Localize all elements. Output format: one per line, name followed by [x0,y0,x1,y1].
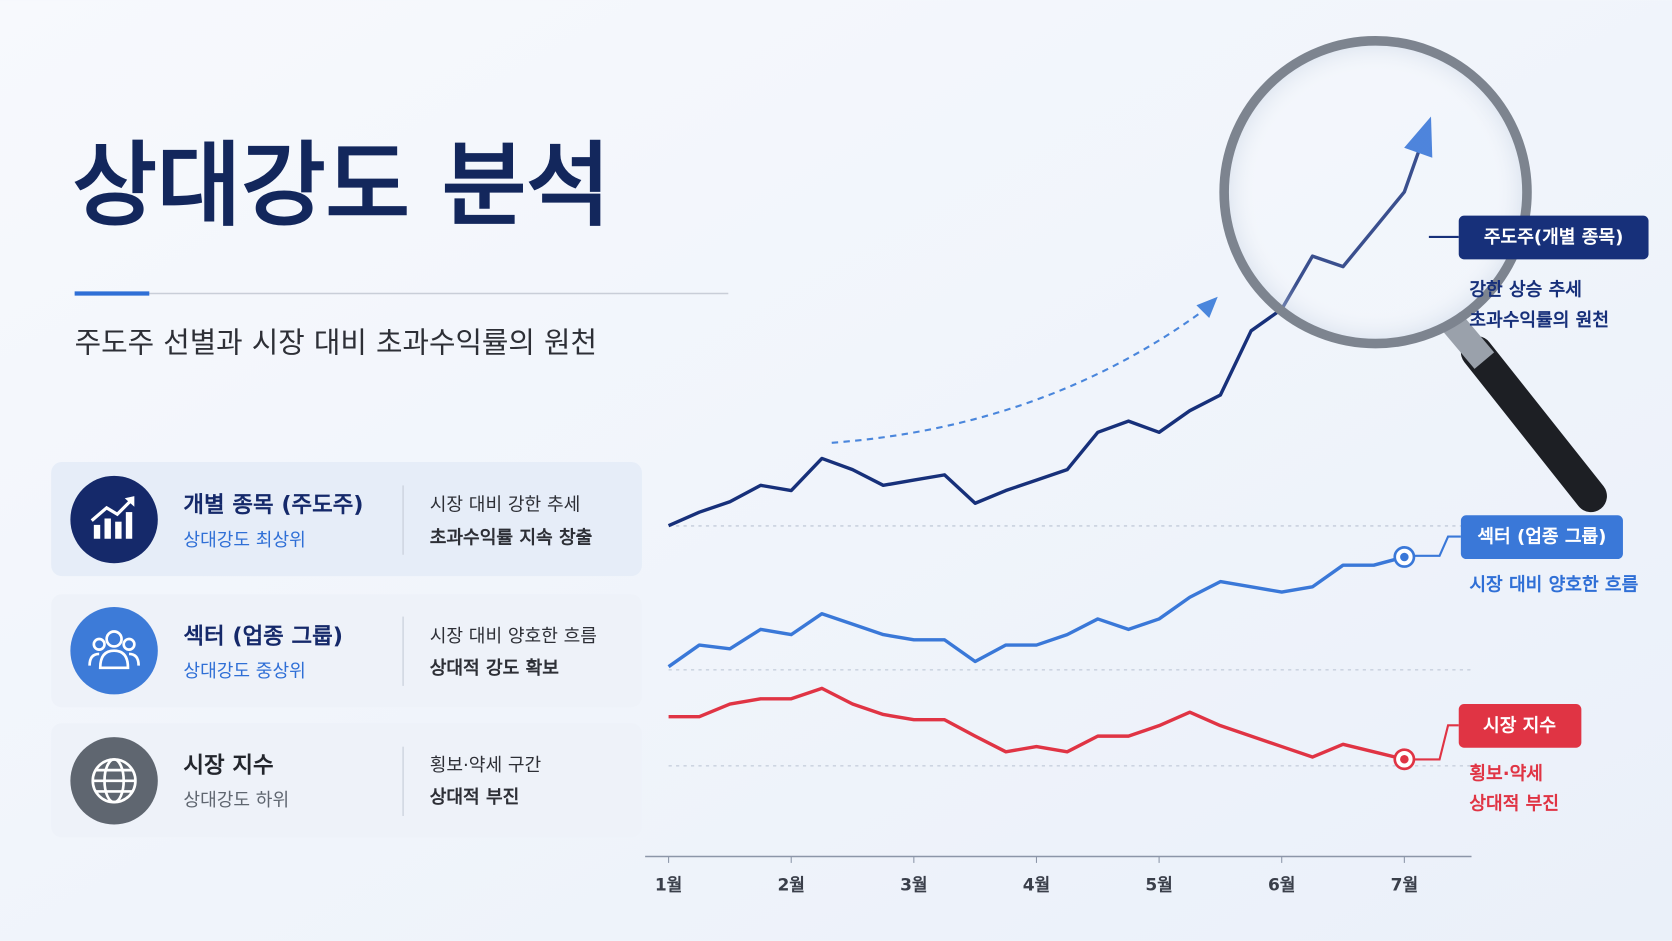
x-tick-label: 6월 [1268,875,1296,895]
card-desc: 상대적 부진 [430,787,520,808]
end-marker-dot [1400,552,1409,562]
magnifier-neck [1440,311,1495,369]
callout-desc: 상대적 부진 [1469,793,1559,814]
card-desc: 초과수익률 지속 창출 [430,528,593,549]
card: 섹터 (업종 그룹) 상대강도 중상위 시장 대비 양호한 흐름 상대적 강도 … [51,594,642,708]
title: 상대강도 분석 [73,132,611,239]
callout-label: 시장 지수 [1483,715,1556,736]
globe-icon [91,758,137,804]
card-title: 시장 지수 [183,752,273,778]
card-bg [51,461,642,577]
end-marker-dot [1400,754,1409,764]
card-title: 섹터 (업종 그룹) [183,623,343,649]
callout-box [1458,215,1649,260]
card-subtitle: 상대강도 중상위 [183,661,305,682]
callout-desc: 초과수익률의 원천 [1469,310,1609,331]
callout-box [1458,704,1582,748]
card-desc: 상대적 강도 확보 [430,658,560,679]
callout-label: 섹터 (업종 그룹) [1477,526,1606,548]
card: 시장 지수 상대강도 하위 횡보·약세 구간 상대적 부진 [51,723,642,838]
card-bg [51,594,642,708]
series-line [667,555,1405,669]
chart-icon [90,496,135,539]
people-icon [88,630,140,670]
card-bg [51,723,642,838]
x-tick-label: 2월 [777,875,805,895]
card-subtitle: 상대강도 최상위 [183,530,305,551]
trend-arrowhead [1196,296,1218,319]
card-desc: 횡보·약세 구간 [430,755,542,776]
x-tick-label: 4월 [1023,875,1051,895]
callout-box [1460,515,1623,560]
trend-arrow [831,308,1206,444]
callout-label: 주도주(개별 종목) [1484,227,1623,248]
callout-connector [1413,724,1459,761]
callout-desc: 강한 상승 추세 [1469,279,1582,300]
card-desc: 시장 대비 강한 추세 [430,495,581,516]
card-subtitle: 상대강도 하위 [183,790,289,811]
card: 개별 종목 (주도주) 상대강도 최상위 시장 대비 강한 추세 초과수익률 지… [51,461,642,577]
card-title: 개별 종목 (주도주) [183,492,363,518]
magnifier [1219,35,1607,513]
callout-connector [1413,535,1461,557]
x-tick-label: 5월 [1145,875,1173,895]
x-tick-label: 3월 [900,875,928,895]
series-line [668,686,1405,761]
x-tick-label: 7월 [1391,875,1419,895]
subtitle: 주도주 선별과 시장 대비 초과수익률의 원천 [75,326,597,360]
card-desc: 시장 대비 양호한 흐름 [430,626,597,647]
magnifier-lens [1219,35,1532,349]
icon [70,475,158,564]
callout-desc: 시장 대비 양호한 흐름 [1469,575,1638,596]
magnifier-handle [1460,336,1607,513]
x-tick-label: 1월 [655,875,683,895]
callout-desc: 횡보·약세 [1469,762,1543,784]
plot: 1월 2월 3월 4월 5월 6월 7월 [655,116,1433,895]
